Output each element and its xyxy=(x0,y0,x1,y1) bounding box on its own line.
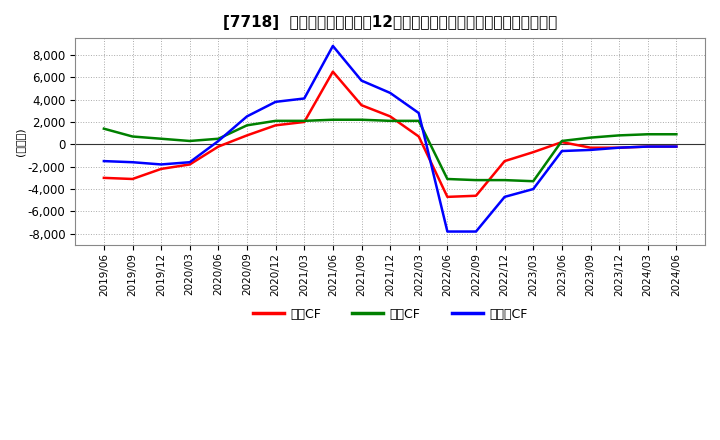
営業CF xyxy=(99,175,108,180)
営業CF xyxy=(500,158,509,164)
投資CF xyxy=(243,123,251,128)
フリーCF xyxy=(500,194,509,199)
投資CF xyxy=(157,136,166,141)
投資CF xyxy=(443,176,451,182)
投資CF xyxy=(328,117,337,122)
営業CF xyxy=(300,119,309,125)
Line: フリーCF: フリーCF xyxy=(104,46,676,231)
営業CF xyxy=(386,114,395,119)
Title: [7718]  キャッシュフローの12か月移動合計の対前年同期増減額の推移: [7718] キャッシュフローの12か月移動合計の対前年同期増減額の推移 xyxy=(223,15,557,30)
フリーCF xyxy=(99,158,108,164)
営業CF xyxy=(672,144,680,149)
Y-axis label: (百万円): (百万円) xyxy=(15,127,25,156)
投資CF xyxy=(615,133,624,138)
営業CF xyxy=(586,145,595,150)
フリーCF xyxy=(386,90,395,95)
投資CF xyxy=(386,118,395,124)
投資CF xyxy=(586,135,595,140)
投資CF xyxy=(500,177,509,183)
Line: 営業CF: 営業CF xyxy=(104,72,676,197)
フリーCF xyxy=(644,144,652,149)
フリーCF xyxy=(271,99,280,104)
投資CF xyxy=(644,132,652,137)
フリーCF xyxy=(300,96,309,101)
フリーCF xyxy=(186,160,194,165)
投資CF xyxy=(672,132,680,137)
Legend: 営業CF, 投資CF, フリーCF: 営業CF, 投資CF, フリーCF xyxy=(248,303,533,326)
フリーCF xyxy=(672,144,680,149)
投資CF xyxy=(300,118,309,124)
営業CF xyxy=(157,166,166,172)
フリーCF xyxy=(357,78,366,83)
営業CF xyxy=(186,162,194,167)
フリーCF xyxy=(586,147,595,153)
Line: 投資CF: 投資CF xyxy=(104,120,676,181)
営業CF xyxy=(644,144,652,149)
営業CF xyxy=(214,144,222,149)
営業CF xyxy=(443,194,451,199)
投資CF xyxy=(472,177,480,183)
営業CF xyxy=(357,103,366,108)
営業CF xyxy=(529,150,538,155)
投資CF xyxy=(186,138,194,143)
営業CF xyxy=(615,145,624,150)
フリーCF xyxy=(615,145,624,150)
投資CF xyxy=(557,138,566,143)
営業CF xyxy=(557,139,566,145)
営業CF xyxy=(271,123,280,128)
フリーCF xyxy=(557,148,566,154)
フリーCF xyxy=(214,138,222,143)
投資CF xyxy=(214,136,222,141)
フリーCF xyxy=(243,114,251,119)
フリーCF xyxy=(328,43,337,48)
フリーCF xyxy=(157,162,166,167)
投資CF xyxy=(529,179,538,184)
フリーCF xyxy=(415,110,423,116)
営業CF xyxy=(415,134,423,139)
投資CF xyxy=(415,118,423,124)
フリーCF xyxy=(529,187,538,192)
フリーCF xyxy=(443,229,451,234)
フリーCF xyxy=(472,229,480,234)
営業CF xyxy=(328,69,337,74)
投資CF xyxy=(357,117,366,122)
営業CF xyxy=(243,133,251,138)
営業CF xyxy=(472,193,480,198)
フリーCF xyxy=(128,160,137,165)
営業CF xyxy=(128,176,137,182)
投資CF xyxy=(128,134,137,139)
投資CF xyxy=(271,118,280,124)
投資CF xyxy=(99,126,108,131)
